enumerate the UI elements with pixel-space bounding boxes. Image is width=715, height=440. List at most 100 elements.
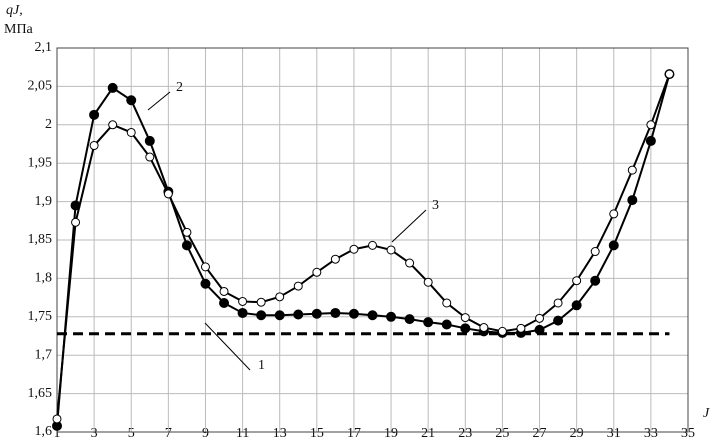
- data-point: [126, 95, 137, 106]
- x-tick-label: 35: [681, 426, 695, 440]
- data-point: [479, 323, 489, 333]
- data-point: [293, 281, 303, 291]
- data-point: [312, 267, 322, 277]
- data-point: [368, 240, 377, 250]
- data-point: [553, 315, 564, 326]
- data-point: [367, 310, 378, 321]
- y-tick-label: 1,95: [28, 155, 53, 170]
- y-axis-label: qJ,: [6, 3, 23, 18]
- data-point: [200, 278, 211, 289]
- data-point: [348, 308, 359, 319]
- x-tick-label: 15: [310, 426, 324, 440]
- data-point: [330, 307, 341, 318]
- y-tick-label: 2,05: [28, 79, 53, 94]
- x-tick-label: 23: [458, 426, 472, 440]
- data-point: [237, 307, 248, 318]
- data-point: [275, 292, 285, 302]
- x-tick-label: 25: [495, 426, 509, 440]
- plot-frame: [56, 47, 689, 433]
- data-point: [645, 135, 656, 146]
- data-point: [311, 308, 322, 319]
- x-tick-label: 11: [236, 426, 249, 440]
- data-point: [590, 275, 601, 286]
- series-label: 2: [176, 80, 183, 95]
- x-tick-label: 31: [607, 426, 621, 440]
- data-point: [219, 297, 230, 308]
- data-point: [646, 120, 656, 130]
- x-axis-label: J: [703, 406, 710, 421]
- data-point: [423, 277, 433, 287]
- data-point: [441, 319, 452, 330]
- x-tick-label: 13: [273, 426, 287, 440]
- x-tick-label: 9: [202, 426, 209, 440]
- y-tick-label: 1,6: [35, 424, 53, 439]
- data-point: [442, 298, 452, 308]
- data-point: [256, 310, 267, 321]
- data-point: [386, 245, 396, 255]
- data-point: [126, 127, 136, 137]
- x-tick-label: 5: [128, 426, 135, 440]
- data-point: [219, 286, 229, 296]
- x-tick-label: 33: [644, 426, 658, 440]
- data-point: [571, 300, 582, 311]
- y-tick-label: 1,75: [28, 309, 53, 324]
- data-point: [181, 240, 192, 251]
- data-point: [163, 189, 173, 199]
- y-tick-label: 1,7: [35, 347, 53, 362]
- series-line: [56, 73, 671, 420]
- y-tick-label: 1,9: [35, 194, 53, 209]
- data-point: [349, 244, 359, 254]
- data-point: [460, 323, 471, 334]
- x-tick-label: 29: [570, 426, 584, 440]
- series-label: 1: [258, 358, 265, 373]
- data-point: [627, 195, 638, 206]
- data-point: [460, 313, 470, 323]
- x-tick-label: 1: [54, 426, 61, 440]
- x-tick-label: 3: [91, 426, 98, 440]
- data-point: [423, 317, 434, 328]
- data-point: [608, 240, 619, 251]
- data-point: [664, 69, 674, 79]
- data-point: [89, 141, 99, 151]
- data-point: [553, 298, 563, 308]
- series-line: [56, 73, 671, 426]
- x-tick-label: 21: [421, 426, 435, 440]
- y-tick-label: 1,85: [28, 232, 53, 247]
- leader-line: [147, 91, 171, 111]
- leader-line: [204, 322, 251, 371]
- data-point: [627, 165, 637, 175]
- data-point: [609, 209, 619, 219]
- y-tick-label: 2,1: [35, 40, 53, 55]
- y-axis-unit: МПа: [4, 22, 34, 37]
- data-point: [238, 296, 248, 306]
- data-point: [404, 314, 415, 325]
- data-point: [590, 247, 600, 257]
- series-label: 3: [432, 198, 439, 213]
- data-point: [572, 276, 582, 286]
- data-point: [405, 258, 415, 268]
- data-point: [182, 227, 192, 237]
- y-tick-label: 2: [45, 117, 52, 132]
- data-point: [89, 109, 100, 120]
- data-point: [52, 414, 62, 424]
- leader-line: [391, 209, 427, 243]
- data-point: [108, 120, 118, 130]
- data-point: [293, 309, 304, 320]
- data-point: [516, 323, 526, 333]
- data-point: [330, 254, 340, 264]
- data-point: [256, 297, 266, 307]
- data-point: [145, 152, 155, 162]
- x-tick-label: 27: [533, 426, 547, 440]
- data-point: [200, 262, 210, 272]
- data-point: [144, 135, 155, 146]
- x-tick-label: 17: [347, 426, 361, 440]
- y-tick-label: 1,8: [35, 271, 53, 286]
- data-point: [497, 326, 507, 336]
- data-point: [535, 313, 545, 323]
- y-tick-label: 1,65: [28, 386, 53, 401]
- data-point: [274, 310, 285, 321]
- x-tick-label: 19: [384, 426, 398, 440]
- data-point: [534, 324, 545, 335]
- data-point: [71, 217, 81, 227]
